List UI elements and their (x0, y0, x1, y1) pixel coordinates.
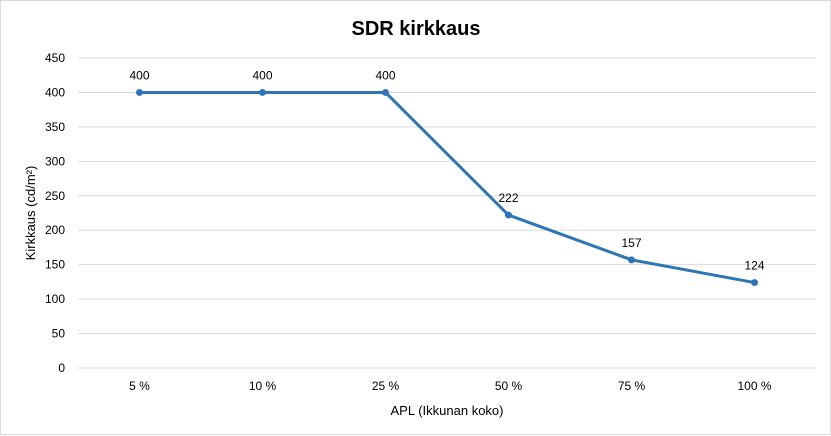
y-axis-ticks: 0 50 100 150 200 250 300 350 400 450 (45, 51, 65, 375)
y-tick-label: 450 (45, 51, 65, 65)
series-line (138, 90, 756, 285)
y-tick-label: 200 (45, 223, 65, 237)
data-labels: 400 400 400 222 157 124 (129, 68, 764, 272)
y-tick-label: 100 (45, 292, 65, 306)
x-tick-label: 75 % (618, 379, 646, 393)
data-label: 222 (498, 191, 518, 205)
x-axis-ticks: 5 % 10 % 25 % 50 % 75 % 100 % (129, 379, 772, 393)
data-label: 400 (252, 68, 272, 82)
data-point (751, 279, 758, 287)
y-tick-label: 0 (58, 361, 65, 375)
data-point (136, 88, 143, 96)
data-point (382, 88, 389, 96)
series-group (136, 88, 758, 287)
y-tick-label: 150 (45, 258, 65, 272)
x-tick-label: 50 % (495, 379, 523, 393)
chart-title: SDR kirkkaus (352, 18, 481, 40)
y-tick-label: 250 (45, 189, 65, 203)
data-label: 157 (621, 236, 641, 250)
y-axis-label: Kirkkaus (cd/m²) (23, 166, 38, 261)
y-tick-label: 350 (45, 120, 65, 134)
x-axis-label: APL (Ikkunan koko) (391, 403, 504, 418)
data-point (259, 88, 266, 96)
y-tick-label: 400 (45, 85, 65, 99)
data-point (505, 211, 512, 219)
data-point (628, 256, 635, 264)
y-tick-label: 300 (45, 154, 65, 168)
data-label: 124 (744, 259, 764, 273)
y-tick-label: 50 (52, 327, 66, 341)
x-tick-label: 25 % (372, 379, 400, 393)
data-label: 400 (129, 68, 149, 82)
data-label: 400 (375, 68, 395, 82)
gridlines (78, 57, 816, 369)
x-tick-label: 100 % (737, 379, 771, 393)
x-tick-label: 5 % (129, 379, 150, 393)
x-tick-label: 10 % (249, 379, 277, 393)
